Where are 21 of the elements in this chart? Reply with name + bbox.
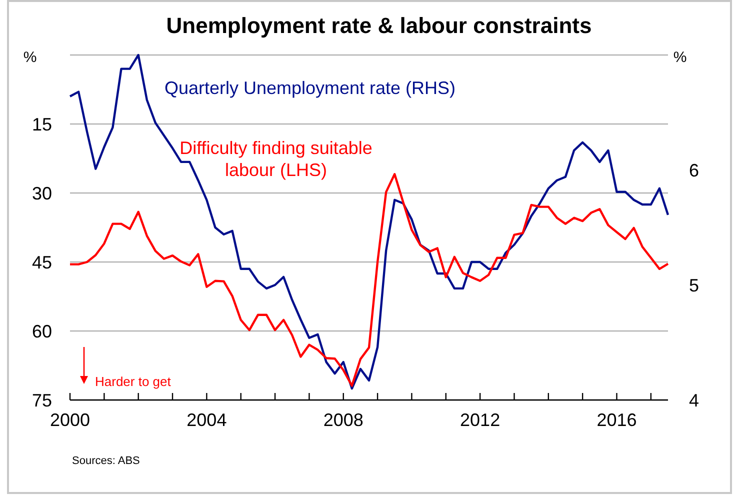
x-tick-label: 2008 [323, 410, 364, 430]
series-label: Difficulty finding suitable labour (LHS) [180, 138, 372, 180]
y-tick-label: 15 [32, 114, 52, 134]
y-tick-label: 30 [32, 183, 52, 204]
source-note: Sources: ABS [72, 455, 140, 467]
chart-title: Unemployment rate & labour constraints [166, 13, 592, 38]
x-tick-label: 2000 [50, 410, 90, 430]
y2-tick-label: 5 [688, 275, 700, 296]
y2-tick-label: 4 [688, 390, 700, 410]
y2-axis-title: % [673, 49, 687, 66]
y-axis-title: % [23, 49, 37, 66]
annotation: Harder to get [95, 374, 172, 389]
x-tick-label: 2004 [186, 410, 227, 430]
series-label: Quarterly Unemployment rate (RHS) [164, 78, 456, 98]
x-tick-label: 2012 [460, 410, 500, 430]
y-tick-label: 45 [32, 252, 52, 272]
y-tick-label: 60 [32, 321, 52, 342]
x-tick-label: 2016 [596, 410, 637, 430]
y2-tick-label: 6 [688, 160, 700, 180]
line-series [68, 54, 670, 390]
y-tick-label: 75 [32, 390, 52, 410]
